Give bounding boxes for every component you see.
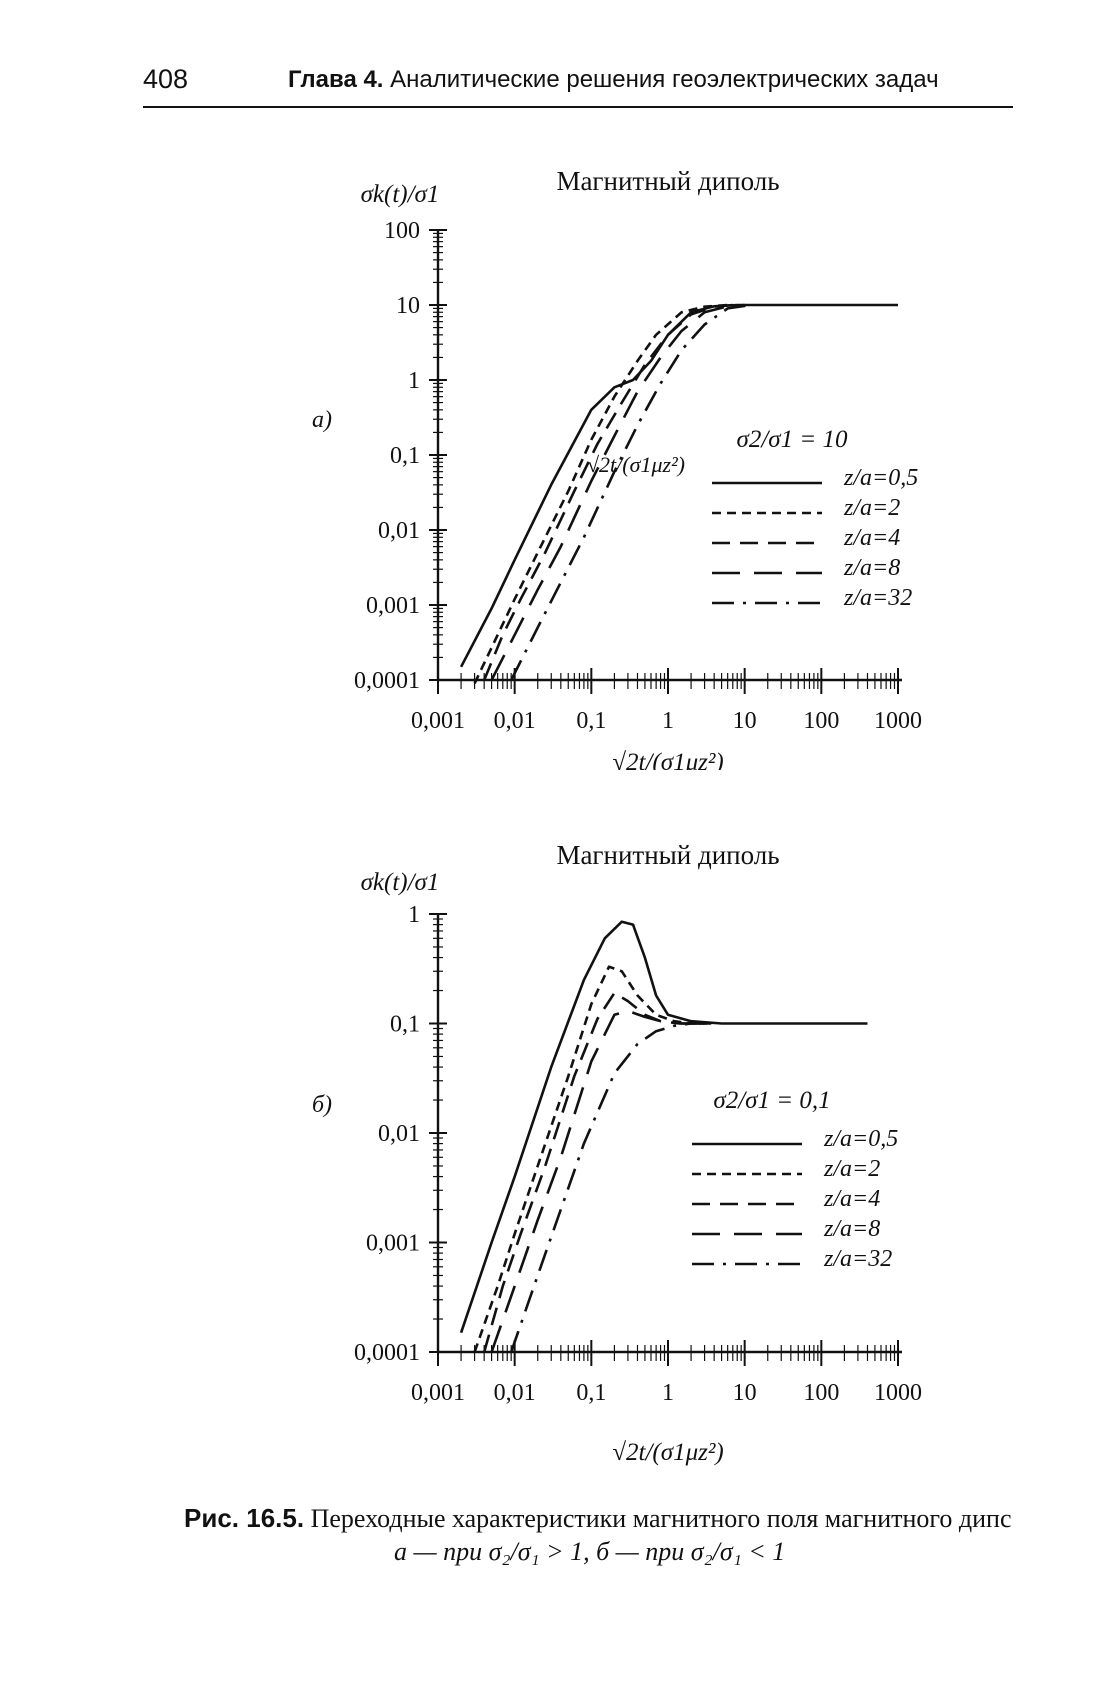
chart-1-legend-label: z/a=4 (823, 1186, 880, 1212)
chart-1-panel-label: б) (312, 1092, 332, 1118)
chart-0-series-line (490, 303, 745, 681)
chart-0-title: Магнитный диполь (556, 166, 779, 196)
chart-0-x-tick-label: 1 (662, 708, 674, 734)
chart-1-legend-title: σ2/σ1 = 0,1 (713, 1087, 830, 1114)
chart-1-series-line (459, 920, 868, 1334)
chart-1-legend-label: z/a=0,5 (823, 1126, 898, 1152)
chart-1-series-line (473, 965, 715, 1353)
chart-0-y-axis-label: σk(t)/σ1 (361, 181, 440, 208)
chart-0-annotation: √2t/(σ1μz²) (587, 452, 685, 477)
chapter-title: Аналитические решения геоэлектрических з… (390, 66, 939, 93)
chart-1-legend-label: z/a=2 (823, 1156, 880, 1182)
chapter-label: Глава 4. (288, 66, 384, 93)
chart-1-x-tick-label: 10 (733, 1380, 757, 1406)
page-header: 408 Глава 4. Аналитические решения геоэл… (143, 62, 1013, 108)
chart-0-y-tick-label: 0,01 (378, 518, 420, 544)
chart-1-series-line (509, 1022, 715, 1353)
chart-0-y-tick-label: 1 (408, 368, 420, 394)
caption-text: Переходные характеристики магнитного пол… (310, 1504, 1012, 1533)
chart-1-y-tick-label: 0,001 (366, 1231, 420, 1257)
chart-0-y-tick-label: 0,0001 (354, 668, 420, 694)
chart-1-x-tick-label: 0,001 (411, 1380, 465, 1406)
page-number: 408 (143, 64, 189, 94)
chart-1-x-tick-label: 100 (803, 1380, 839, 1406)
chart-0-legend-title: σ2/σ1 = 10 (737, 426, 848, 453)
chart-panel-b: 0,0001 0,001 0,01 0,1 1 0,001 0,01 0,1 1 10 100 100… (312, 840, 922, 1466)
chart-0-x-tick-label: 0,001 (411, 708, 465, 734)
chart-0-legend-label: z/a=4 (843, 525, 900, 551)
caption-label: Рис. 16.5. (184, 1503, 305, 1533)
chart-1-x-tick-label: 0,01 (494, 1380, 536, 1406)
chart-0-panel-label: а) (312, 407, 332, 433)
caption-subtext: a — при σ₂/σ₁ > 1, б — при σ₂/σ₁ < 1 (394, 1537, 786, 1566)
chart-0-x-tick-label: 0,01 (494, 708, 536, 734)
chart-1-x-axis-label: √2t/(σ1μz²) (612, 1439, 723, 1466)
chart-panel-a: 0,0001 0,001 0,01 0,1 1 10 100 0,001 0,01 0,1 1 10 1… (312, 166, 922, 770)
chart-0-series-line (482, 303, 733, 681)
chart-1-series-line (482, 991, 705, 1353)
chart-0-x-tick-label: 100 (803, 708, 839, 734)
chart-0-legend-label: z/a=0,5 (843, 465, 918, 491)
chapter-heading: Глава 4. Аналитические решения геоэлектр… (288, 66, 939, 94)
chart-1-y-tick-label: 0,1 (390, 1012, 420, 1038)
chart-1-series-line (490, 1009, 705, 1353)
chart-0-series-line (510, 303, 751, 681)
chart-0-x-tick-label: 1000 (874, 708, 922, 734)
chart-0-legend-label: z/a=8 (843, 555, 900, 581)
chart-1-y-axis-label: σk(t)/σ1 (361, 869, 440, 896)
chart-0-legend-label: z/a=32 (843, 585, 912, 611)
chart-1-legend-label: z/a=32 (823, 1246, 892, 1272)
chart-0-y-tick-label: 0,1 (390, 443, 420, 469)
chart-0-x-tick-label: 10 (733, 708, 757, 734)
chart-0-y-tick-label: 10 (396, 293, 420, 319)
chart-0-x-axis-label: √2t/(σ1μz²) (612, 749, 723, 770)
chart-1-title: Магнитный диполь (556, 840, 779, 870)
chart-1-x-tick-label: 0,1 (576, 1380, 606, 1406)
chart-0-series-line (459, 303, 898, 668)
chart-0-y-tick-label: 0,001 (366, 593, 420, 619)
chart-1-y-tick-label: 0,01 (378, 1121, 420, 1147)
chart-1-y-tick-label: 1 (408, 902, 420, 928)
chart-1-legend-label: z/a=8 (823, 1216, 880, 1242)
chart-0-legend-label: z/a=2 (843, 495, 900, 521)
chart-1-x-tick-label: 1000 (874, 1380, 922, 1406)
chart-0-series-line (473, 303, 728, 684)
chart-1-y-tick-label: 0,0001 (354, 1340, 420, 1366)
chart-0-y-tick-label: 100 (384, 218, 420, 244)
chart-0-x-tick-label: 0,1 (576, 708, 606, 734)
chart-1-x-tick-label: 1 (662, 1380, 674, 1406)
